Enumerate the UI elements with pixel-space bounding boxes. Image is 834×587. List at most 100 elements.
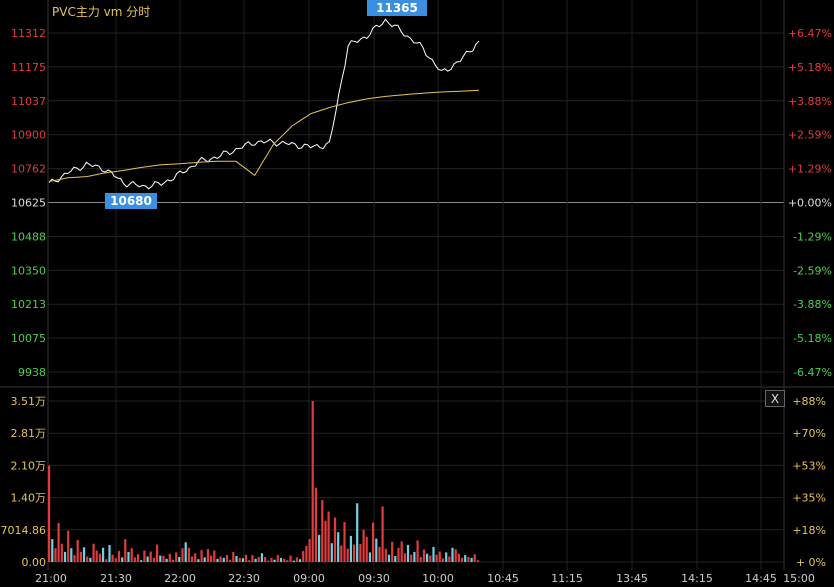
percent-tick-label: +0.00% (788, 197, 832, 210)
volume-bar (289, 555, 292, 562)
volume-bar (365, 536, 368, 562)
volume-bar (381, 506, 384, 562)
volume-bar (438, 551, 441, 562)
volume-bar (165, 558, 168, 562)
percent-tick-label: -2.59% (793, 264, 832, 277)
volume-bar (51, 539, 54, 562)
volume-bar (159, 555, 162, 562)
percent-tick-label: +6.47% (788, 27, 832, 40)
time-axis-labels: 21:00 21:30 22:00 22:30 09:00 09:30 10:00 10:45… (35, 572, 815, 585)
percent-tick-label: -3.88% (793, 298, 832, 311)
volume-bar (343, 522, 346, 562)
volume-bar (454, 549, 457, 562)
volume-bar (124, 539, 127, 562)
min-price-badge (105, 193, 157, 209)
volume-bar (206, 549, 209, 562)
volume-bar (283, 558, 286, 562)
volume-bar (473, 554, 476, 562)
price-tick-label: 10488 (11, 230, 46, 243)
volume-bar (464, 555, 467, 562)
time-tick-label: 22:00 (164, 572, 196, 585)
volume-bar (270, 557, 273, 562)
volume-bar (102, 547, 105, 562)
volume-bar (105, 559, 108, 562)
volume-tick-label: 2.10万 (11, 459, 47, 472)
volume-bar (327, 511, 330, 562)
volume-bar (241, 558, 244, 562)
volume-bar (264, 557, 267, 562)
price-axis-labels: 11312 11175 11037 10900 10762 10625 10488 10350… (11, 27, 46, 379)
volume-bar (406, 545, 410, 562)
volume-bar (127, 551, 130, 562)
volume-bar (349, 535, 352, 562)
min-price-label: 10680 (110, 194, 152, 208)
volume-bar (63, 551, 67, 562)
close-button[interactable]: X (765, 390, 785, 407)
volume-bar (67, 530, 70, 562)
volume-bar (324, 520, 327, 562)
volume-bar (359, 544, 362, 562)
price-lines (48, 18, 480, 190)
volume-bar (337, 532, 340, 562)
volume-bar (156, 544, 159, 562)
volume-bar (76, 540, 79, 562)
chart-title: PVC主力 vm 分时 (52, 5, 151, 19)
volume-bar (190, 556, 194, 562)
volume-bar (168, 553, 171, 562)
price-tick-label: 11175 (11, 61, 46, 74)
time-tick-label: 21:30 (100, 572, 132, 585)
volume-bar (470, 557, 473, 562)
percent-tick-label: +5.18% (788, 61, 832, 74)
extreme-markers: 11365 10680 (105, 0, 427, 209)
volume-bar (89, 557, 92, 562)
percent-tick-label: +2.59% (788, 129, 832, 142)
volume-bar (238, 557, 241, 562)
volume-bar (213, 550, 216, 562)
volume-percent-label: +70% (792, 427, 826, 440)
volume-tick-label: 7014.86 (1, 524, 47, 537)
volume-bar (229, 559, 232, 562)
price-tick-label: 10075 (11, 332, 46, 345)
volume-bar (314, 487, 317, 562)
volume-bar (86, 556, 89, 562)
volume-percent-label: + 0% (796, 556, 826, 569)
volume-bar (441, 558, 445, 562)
volume-bar (318, 534, 321, 562)
volume-bar (111, 554, 114, 562)
volume-bar (397, 547, 400, 562)
volume-bar (92, 543, 95, 562)
volume-bar (460, 557, 464, 562)
volume-bar (181, 548, 184, 562)
average-price-line (48, 89, 480, 182)
volume-bar (387, 554, 391, 562)
volume-bar (400, 541, 403, 562)
volume-bar (352, 544, 356, 562)
percent-tick-label: +1.29% (788, 163, 832, 176)
volume-bar (416, 540, 419, 562)
volume-bar (222, 557, 225, 562)
volume-bar (308, 539, 311, 562)
volume-bar (426, 553, 429, 562)
volume-bar (257, 557, 260, 562)
time-tick-label: 10:45 (487, 572, 519, 585)
volume-bar (194, 553, 197, 562)
volume-bar (432, 546, 435, 562)
volume-bar (187, 547, 190, 562)
volume-percent-label: +88% (792, 395, 826, 408)
volume-bar (260, 553, 263, 562)
time-tick-label: 09:30 (358, 572, 390, 585)
time-tick-label: 11:15 (551, 572, 583, 585)
volume-percent-label: +35% (792, 492, 826, 505)
volume-bars (48, 401, 479, 562)
volume-bar (305, 545, 308, 562)
time-tick-label: 15:00 (783, 572, 815, 585)
volume-bar (60, 543, 63, 562)
grid-lines (0, 0, 834, 570)
volume-bar (254, 558, 257, 562)
volume-bar (346, 548, 349, 562)
volume-bar (235, 556, 238, 562)
volume-bar (232, 551, 235, 562)
volume-bar (184, 542, 187, 562)
price-tick-label: 10625 (11, 197, 46, 210)
max-price-badge (367, 0, 427, 16)
